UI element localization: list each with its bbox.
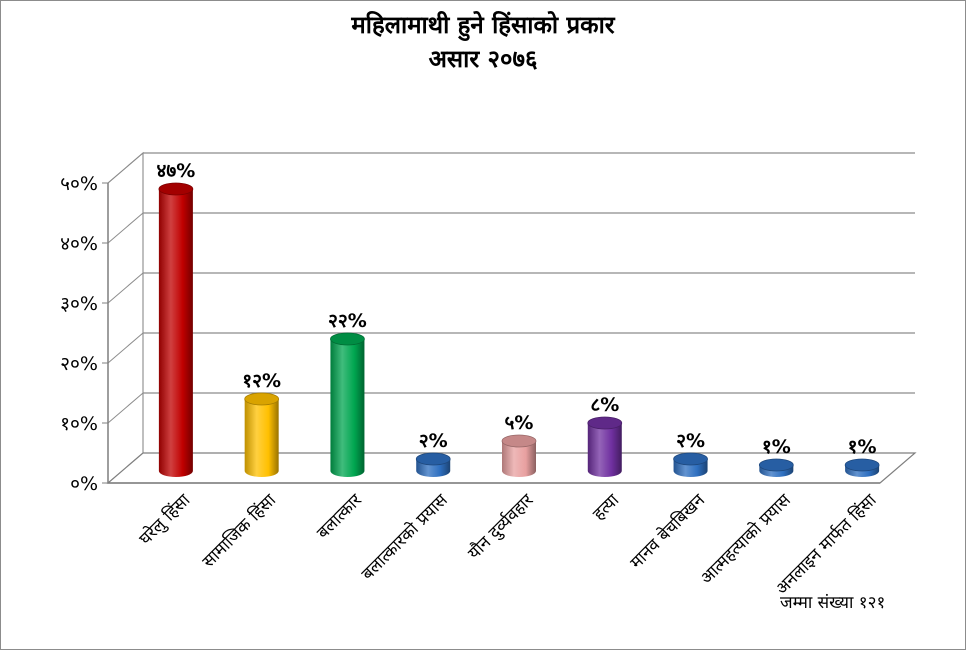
x-tick-label: हत्या [589, 490, 624, 525]
gridline-side [107, 392, 144, 424]
x-tick-label: यौन दुर्व्यवहार [464, 489, 539, 564]
x-tick-label: बलात्कार [313, 490, 367, 544]
data-label: १% [848, 436, 877, 458]
bar [673, 452, 708, 477]
gridline-side [107, 332, 144, 364]
bar [330, 332, 365, 477]
y-tick-label: २०% [60, 353, 98, 375]
bar [158, 182, 194, 477]
data-label: ५% [505, 412, 534, 434]
gridline-side [107, 272, 144, 304]
bar [844, 458, 880, 477]
gridline-side [107, 152, 144, 184]
data-label: ८% [590, 394, 619, 416]
side-wall [107, 151, 144, 485]
data-label: २% [419, 430, 448, 452]
x-tick-label: घरेलु हिंसा [135, 489, 195, 549]
total-count-note: जम्मा संख्या १२१ [780, 593, 886, 613]
chart-title: महिलामाथी हुने हिंसाको प्रकार [351, 11, 615, 39]
data-label: ४७% [156, 160, 195, 182]
data-label: २२% [328, 310, 367, 332]
bar [501, 434, 537, 477]
gridline-side [107, 212, 144, 244]
bar [415, 452, 451, 477]
bar [758, 458, 794, 477]
y-tick-label: ३०% [60, 293, 98, 315]
x-tick-label: आत्महत्याको प्रयास [696, 489, 795, 588]
x-tick-label: मानव बेचबिखन [626, 489, 710, 573]
x-tick-label: सामाजिक हिंसा [198, 489, 281, 572]
data-label: २% [676, 430, 705, 452]
x-tick-label: बलात्कारको प्रयास [357, 489, 452, 584]
y-tick-label: ४०% [60, 233, 98, 255]
chart-title-block: महिलामाथी हुने हिंसाको प्रकार असार २०७६ [0, 8, 966, 76]
data-label: १% [762, 436, 791, 458]
data-label: १२% [242, 370, 281, 392]
y-tick-label: १०% [60, 413, 98, 435]
y-tick-label: ५०% [60, 173, 98, 195]
y-tick-label: ०% [70, 473, 98, 495]
bar [244, 392, 280, 477]
chart-subtitle: असार २०७६ [428, 45, 538, 73]
bar [587, 416, 623, 477]
